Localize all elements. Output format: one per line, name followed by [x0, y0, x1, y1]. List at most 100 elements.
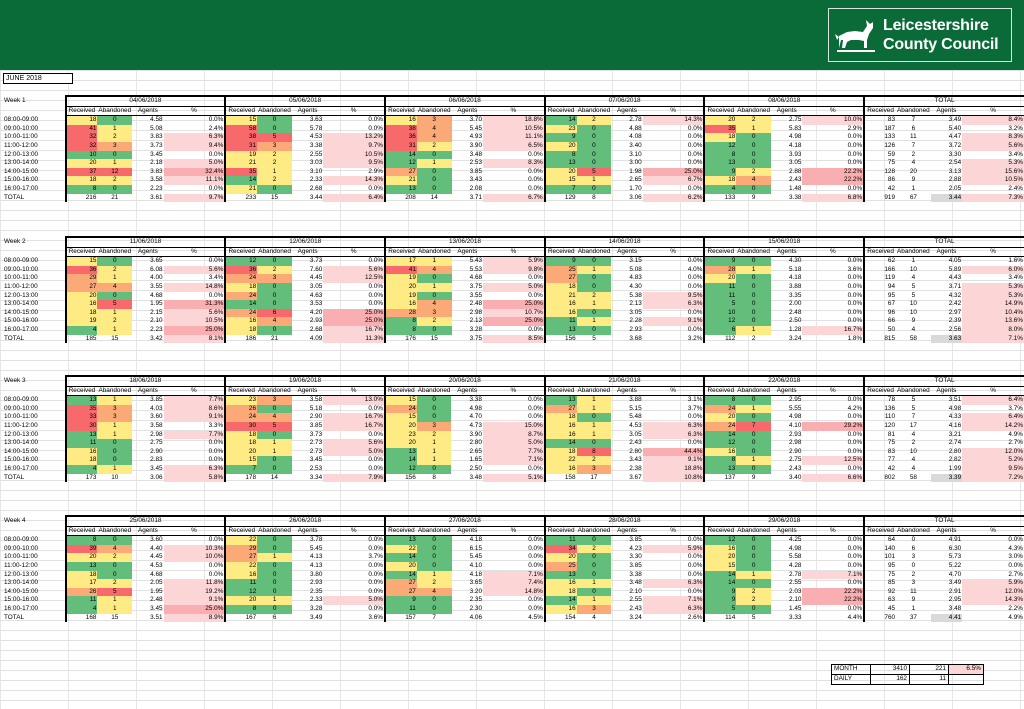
time-slot-label[interactable]: 11:00-12:00: [4, 561, 38, 569]
abandoned-cell[interactable]: 0: [97, 115, 133, 125]
agents-cell[interactable]: 2.90: [309, 413, 323, 421]
total-abandoned-cell[interactable]: 37: [909, 613, 917, 621]
percent-cell[interactable]: 0.0%: [528, 604, 543, 612]
abandoned-cell[interactable]: 1: [576, 579, 612, 588]
percent-cell[interactable]: 7.4%: [483, 579, 545, 588]
time-slot-label[interactable]: 10:00-11:00: [4, 553, 38, 561]
percent-cell[interactable]: 3.4%: [1008, 150, 1023, 158]
abandoned-cell[interactable]: 4: [911, 274, 916, 282]
percent-cell[interactable]: 3.4%: [1008, 274, 1023, 282]
abandoned-cell[interactable]: 3: [576, 604, 612, 614]
percent-cell[interactable]: 0.0%: [368, 116, 383, 124]
agents-cell[interactable]: 3.28: [309, 604, 323, 612]
abandoned-cell[interactable]: 3: [97, 404, 133, 414]
percent-cell[interactable]: 0.0%: [847, 396, 863, 404]
blank-cell[interactable]: [3, 106, 66, 116]
column-header[interactable]: %: [323, 247, 386, 258]
percent-cell[interactable]: 0.0%: [368, 561, 383, 569]
abandoned-cell[interactable]: 1: [416, 256, 452, 266]
percent-cell[interactable]: 0.0%: [368, 282, 384, 290]
percent-cell[interactable]: 0.0%: [208, 561, 224, 569]
abandoned-cell[interactable]: 0: [257, 404, 292, 414]
received-cell[interactable]: 27: [543, 274, 577, 283]
received-cell[interactable]: 24: [703, 404, 737, 414]
percent-cell[interactable]: 3.2%: [1008, 124, 1023, 132]
percent-cell[interactable]: 0.0%: [687, 439, 703, 447]
total-received-cell[interactable]: 173: [64, 473, 98, 483]
abandoned-cell[interactable]: 0: [257, 604, 292, 614]
agents-cell[interactable]: 3.72: [948, 141, 962, 149]
received-cell[interactable]: 126: [863, 141, 897, 151]
abandoned-cell[interactable]: 0: [736, 300, 771, 309]
summary-daily-abandoned[interactable]: 11: [909, 674, 949, 685]
received-cell[interactable]: 8: [384, 317, 417, 326]
agents-cell[interactable]: 1.95: [150, 300, 163, 308]
percent-cell[interactable]: 0.0%: [687, 159, 703, 167]
received-cell[interactable]: 21: [224, 159, 258, 168]
abandoned-cell[interactable]: 1: [97, 124, 133, 134]
total-percent-cell[interactable]: 9.7%: [163, 193, 226, 203]
agents-cell[interactable]: 2.43: [629, 604, 642, 612]
abandoned-cell[interactable]: 2: [736, 115, 771, 125]
abandoned-cell[interactable]: 2: [416, 317, 452, 326]
agents-cell[interactable]: 4.45: [309, 274, 323, 282]
abandoned-cell[interactable]: 0: [576, 535, 612, 545]
abandoned-cell[interactable]: 0: [97, 535, 133, 545]
abandoned-cell[interactable]: 0: [576, 553, 612, 562]
abandoned-cell[interactable]: 1: [97, 464, 133, 474]
received-cell[interactable]: 22: [224, 561, 258, 571]
percent-cell[interactable]: 0.0%: [847, 257, 863, 265]
column-header[interactable]: %: [642, 247, 705, 258]
total-agents-cell[interactable]: 3.49: [309, 613, 323, 621]
received-cell[interactable]: 13: [543, 570, 577, 580]
abandoned-cell[interactable]: 0: [97, 456, 133, 465]
received-cell[interactable]: 5: [703, 300, 737, 309]
column-header[interactable]: %: [962, 386, 1024, 397]
total-agents-cell[interactable]: 3.44: [309, 193, 323, 201]
abandoned-cell[interactable]: 9: [911, 596, 916, 604]
received-cell[interactable]: 8: [703, 395, 737, 405]
percent-cell[interactable]: 0.0%: [847, 553, 863, 561]
abandoned-cell[interactable]: 0: [576, 439, 612, 448]
received-cell[interactable]: 83: [863, 447, 897, 457]
percent-cell[interactable]: 19.2%: [163, 587, 226, 597]
column-header[interactable]: %: [483, 106, 545, 117]
column-header[interactable]: Received: [384, 106, 417, 117]
total-percent-cell[interactable]: 7.1%: [962, 334, 1024, 344]
abandoned-cell[interactable]: 1: [736, 404, 771, 414]
agents-cell[interactable]: 3.00: [629, 159, 642, 167]
percent-cell[interactable]: 0.0%: [368, 604, 383, 612]
received-cell[interactable]: 18: [224, 282, 258, 292]
abandoned-cell[interactable]: 0: [257, 456, 292, 465]
received-cell[interactable]: 11: [703, 282, 737, 292]
received-cell[interactable]: 133: [863, 133, 897, 142]
received-cell[interactable]: 15: [383, 395, 417, 405]
percent-cell[interactable]: 14.3%: [642, 115, 705, 125]
agents-cell[interactable]: 1.95: [150, 587, 163, 595]
agents-cell[interactable]: 2.30: [469, 604, 483, 612]
abandoned-cell[interactable]: 1: [911, 184, 916, 192]
abandoned-cell[interactable]: 0: [736, 317, 771, 326]
percent-cell[interactable]: 9.7%: [323, 141, 385, 151]
abandoned-cell[interactable]: 1: [736, 570, 771, 580]
abandoned-cell[interactable]: 0: [736, 256, 771, 266]
received-cell[interactable]: 12: [703, 141, 737, 151]
percent-cell[interactable]: 8.3%: [962, 133, 1024, 142]
percent-cell[interactable]: 10.5%: [483, 124, 545, 134]
percent-cell[interactable]: 9.8%: [483, 265, 545, 275]
total-percent-cell[interactable]: 6.8%: [802, 193, 865, 203]
percent-cell[interactable]: 6.3%: [642, 300, 705, 309]
percent-cell[interactable]: 0.0%: [687, 124, 703, 132]
column-header[interactable]: Received: [224, 106, 258, 117]
percent-cell[interactable]: 16.7%: [323, 421, 385, 431]
column-header[interactable]: Agents: [451, 106, 484, 117]
agents-cell[interactable]: 3.65: [469, 579, 483, 587]
percent-cell[interactable]: 0.0%: [847, 413, 863, 421]
abandoned-cell[interactable]: 2: [97, 133, 133, 142]
agents-cell[interactable]: 2.68: [309, 184, 323, 192]
percent-cell[interactable]: 25.0%: [642, 167, 705, 177]
abandoned-cell[interactable]: 3: [576, 464, 612, 474]
received-cell[interactable]: 36: [384, 133, 417, 142]
total-received-cell[interactable]: 133: [703, 193, 737, 203]
abandoned-cell[interactable]: 4: [911, 456, 916, 464]
